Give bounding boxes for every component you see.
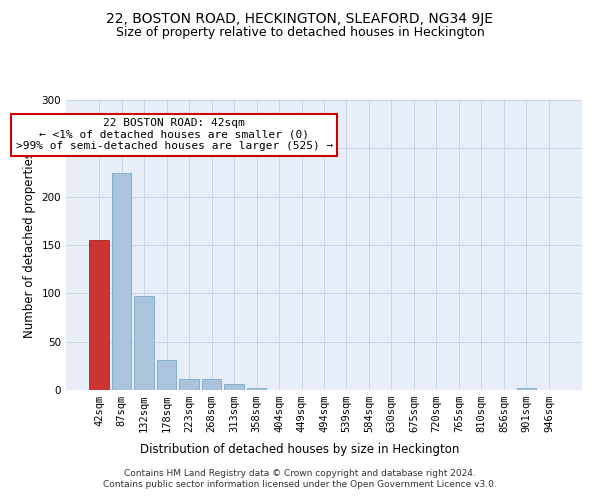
Bar (89, 240, 109, 390)
Text: 22, BOSTON ROAD, HECKINGTON, SLEAFORD, NG34 9JE: 22, BOSTON ROAD, HECKINGTON, SLEAFORD, N… (107, 12, 493, 26)
Bar (157, 360, 176, 390)
Bar (179, 380, 199, 390)
Bar (517, 388, 536, 390)
Y-axis label: Number of detached properties: Number of detached properties (23, 152, 36, 338)
Text: Contains public sector information licensed under the Open Government Licence v3: Contains public sector information licen… (103, 480, 497, 489)
Bar (224, 384, 244, 390)
Text: Contains HM Land Registry data © Crown copyright and database right 2024.: Contains HM Land Registry data © Crown c… (124, 468, 476, 477)
Text: Distribution of detached houses by size in Heckington: Distribution of detached houses by size … (140, 442, 460, 456)
Text: 22 BOSTON ROAD: 42sqm
← <1% of detached houses are smaller (0)
>99% of semi-deta: 22 BOSTON ROAD: 42sqm ← <1% of detached … (16, 118, 333, 152)
Bar (112, 172, 131, 390)
Bar (247, 388, 266, 390)
Bar (134, 296, 154, 390)
Text: Size of property relative to detached houses in Heckington: Size of property relative to detached ho… (116, 26, 484, 39)
Bar (202, 380, 221, 390)
